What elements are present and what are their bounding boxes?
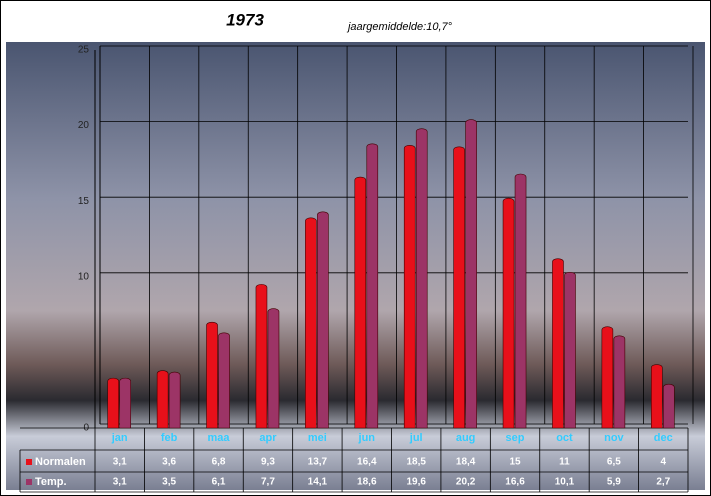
table-value: 2,7: [656, 477, 670, 488]
bar: [502, 197, 515, 429]
table-value: 5,9: [607, 477, 621, 488]
bar: [453, 146, 465, 429]
bar: [514, 173, 527, 429]
table-value: 7,7: [261, 477, 275, 488]
bar: [119, 377, 132, 429]
legend-swatch: [26, 459, 32, 465]
x-tick-label: oct: [556, 432, 573, 444]
bar: [403, 145, 416, 429]
bar: [465, 119, 477, 429]
table-value: 3,5: [162, 477, 176, 488]
table-value: 14,1: [308, 477, 328, 488]
table-value: 20,2: [456, 477, 476, 488]
bar: [354, 176, 367, 429]
table-value: 18,4: [456, 457, 476, 468]
table-value: 10,1: [555, 477, 575, 488]
y-tick-label: 10: [78, 271, 90, 282]
table-value: 19,6: [406, 477, 426, 488]
table-value: 13,7: [308, 457, 328, 468]
table-value: 6,1: [212, 477, 226, 488]
chart-subtitle: jaargemiddelde:10,7°: [346, 21, 453, 33]
table-value: 3,6: [162, 457, 176, 468]
bar: [168, 371, 181, 429]
x-tick-label: dec: [654, 432, 673, 444]
table-value: 6,8: [212, 457, 226, 468]
x-tick-label: feb: [161, 432, 178, 444]
chart-title: 1973: [226, 10, 264, 29]
x-tick-label: maa: [208, 432, 231, 444]
bar: [206, 321, 218, 429]
x-tick-label: nov: [604, 432, 624, 444]
table-value: 3,1: [113, 477, 127, 488]
table-value: 6,5: [607, 457, 621, 468]
x-tick-label: jun: [358, 432, 376, 444]
y-tick-label: 20: [78, 120, 90, 131]
y-tick-label: 25: [78, 45, 90, 56]
table-value: 15: [509, 457, 521, 468]
table-value: 11: [559, 457, 570, 468]
x-tick-label: mei: [308, 432, 327, 444]
bar: [415, 128, 428, 429]
table-value: 18,5: [406, 457, 426, 468]
table-value: 16,6: [505, 477, 525, 488]
bar: [564, 272, 576, 429]
table-value: 3,1: [113, 457, 127, 468]
bar: [156, 370, 169, 429]
legend-swatch: [26, 479, 32, 485]
bar: [218, 332, 230, 429]
x-tick-label: sep: [506, 432, 525, 444]
bar: [255, 284, 268, 429]
x-tick-label: aug: [456, 432, 476, 444]
legend-label: Normalen: [35, 456, 86, 468]
table-value: 4: [661, 457, 667, 468]
table-value: 18,6: [357, 477, 377, 488]
y-tick-label: 15: [78, 196, 90, 207]
bar: [107, 377, 120, 429]
table-value: 9,3: [261, 457, 275, 468]
bar: [601, 326, 614, 429]
bar: [613, 335, 626, 429]
bar: [366, 143, 379, 429]
bar: [662, 383, 675, 429]
bar: [317, 211, 329, 429]
bar: [305, 217, 317, 429]
bar: [650, 364, 663, 429]
legend-label: Temp.: [35, 476, 67, 488]
x-tick-label: jul: [409, 432, 423, 444]
table-value: 16,4: [357, 457, 377, 468]
bar: [552, 258, 564, 429]
x-tick-label: apr: [259, 432, 277, 444]
bar: [267, 308, 280, 429]
x-tick-label: jan: [111, 432, 128, 444]
